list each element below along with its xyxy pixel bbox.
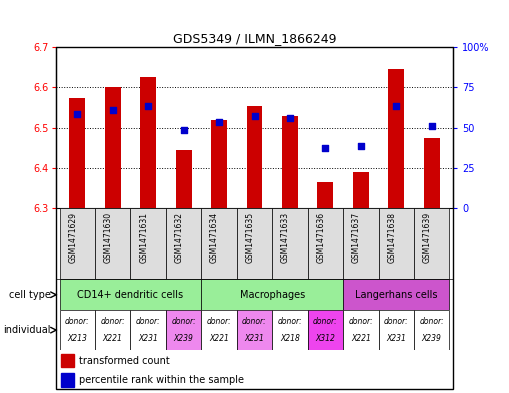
Text: donor:: donor: <box>349 317 373 326</box>
Text: transformed count: transformed count <box>79 356 169 366</box>
Bar <box>130 208 166 279</box>
Text: cell type: cell type <box>9 290 51 300</box>
Bar <box>60 208 95 279</box>
Bar <box>246 106 263 208</box>
Bar <box>176 150 191 208</box>
Text: GSM1471639: GSM1471639 <box>423 212 432 263</box>
Text: GSM1471637: GSM1471637 <box>352 212 361 263</box>
Bar <box>69 97 85 208</box>
Bar <box>202 279 343 310</box>
Bar <box>61 354 74 367</box>
Text: X218: X218 <box>280 334 300 343</box>
Text: percentile rank within the sample: percentile rank within the sample <box>79 375 244 386</box>
Bar <box>237 208 272 279</box>
Point <box>144 103 152 109</box>
Bar <box>353 172 369 208</box>
Text: X231: X231 <box>244 334 265 343</box>
Text: GSM1471636: GSM1471636 <box>317 212 325 263</box>
Bar <box>60 310 95 350</box>
Text: GSM1471634: GSM1471634 <box>210 212 219 263</box>
Bar <box>105 88 121 208</box>
Text: Langerhans cells: Langerhans cells <box>355 290 438 300</box>
Text: donor:: donor: <box>207 317 232 326</box>
Text: X239: X239 <box>422 334 442 343</box>
Point <box>321 145 329 151</box>
Bar <box>379 208 414 279</box>
Point <box>286 114 294 121</box>
Point <box>250 112 259 119</box>
Point <box>108 107 117 113</box>
Text: X312: X312 <box>316 334 335 343</box>
Point <box>215 119 223 125</box>
Bar <box>424 138 440 208</box>
Point <box>73 110 81 117</box>
Bar <box>130 310 166 350</box>
Bar <box>202 208 237 279</box>
Text: GSM1471630: GSM1471630 <box>104 212 112 263</box>
Bar <box>282 116 298 208</box>
Point <box>392 103 401 109</box>
Text: donor:: donor: <box>313 317 338 326</box>
Bar <box>414 310 449 350</box>
Text: donor:: donor: <box>242 317 267 326</box>
Text: donor:: donor: <box>384 317 409 326</box>
Text: X221: X221 <box>103 334 123 343</box>
Text: individual: individual <box>4 325 51 335</box>
Title: GDS5349 / ILMN_1866249: GDS5349 / ILMN_1866249 <box>173 31 336 44</box>
Bar <box>379 310 414 350</box>
Bar <box>202 310 237 350</box>
Bar <box>95 310 130 350</box>
Bar <box>388 69 404 208</box>
Bar <box>61 373 74 387</box>
Text: GSM1471629: GSM1471629 <box>68 212 77 263</box>
Point <box>428 123 436 129</box>
Bar <box>343 279 449 310</box>
Text: GSM1471638: GSM1471638 <box>387 212 397 263</box>
Bar <box>343 208 379 279</box>
Bar <box>166 208 202 279</box>
Text: donor:: donor: <box>136 317 160 326</box>
Text: X239: X239 <box>174 334 193 343</box>
Text: GSM1471633: GSM1471633 <box>281 212 290 263</box>
Point <box>180 127 188 133</box>
Text: donor:: donor: <box>277 317 302 326</box>
Bar <box>272 310 307 350</box>
Text: Macrophages: Macrophages <box>240 290 305 300</box>
Point <box>357 143 365 149</box>
Bar <box>318 182 333 208</box>
Text: X221: X221 <box>209 334 229 343</box>
Bar <box>60 279 202 310</box>
Text: X221: X221 <box>351 334 371 343</box>
Text: X231: X231 <box>386 334 406 343</box>
Text: X231: X231 <box>138 334 158 343</box>
Text: GSM1471635: GSM1471635 <box>245 212 254 263</box>
Text: donor:: donor: <box>100 317 125 326</box>
Text: X213: X213 <box>67 334 87 343</box>
Text: GSM1471632: GSM1471632 <box>175 212 184 263</box>
Text: GSM1471631: GSM1471631 <box>139 212 148 263</box>
Bar <box>166 310 202 350</box>
Text: donor:: donor: <box>65 317 90 326</box>
Bar <box>237 310 272 350</box>
Text: donor:: donor: <box>171 317 196 326</box>
Text: donor:: donor: <box>419 317 444 326</box>
Bar <box>343 310 379 350</box>
Bar <box>272 208 307 279</box>
Bar <box>95 208 130 279</box>
Bar <box>307 310 343 350</box>
Bar <box>140 77 156 208</box>
Text: CD14+ dendritic cells: CD14+ dendritic cells <box>77 290 183 300</box>
Bar <box>307 208 343 279</box>
Bar <box>211 120 227 208</box>
Bar <box>414 208 449 279</box>
